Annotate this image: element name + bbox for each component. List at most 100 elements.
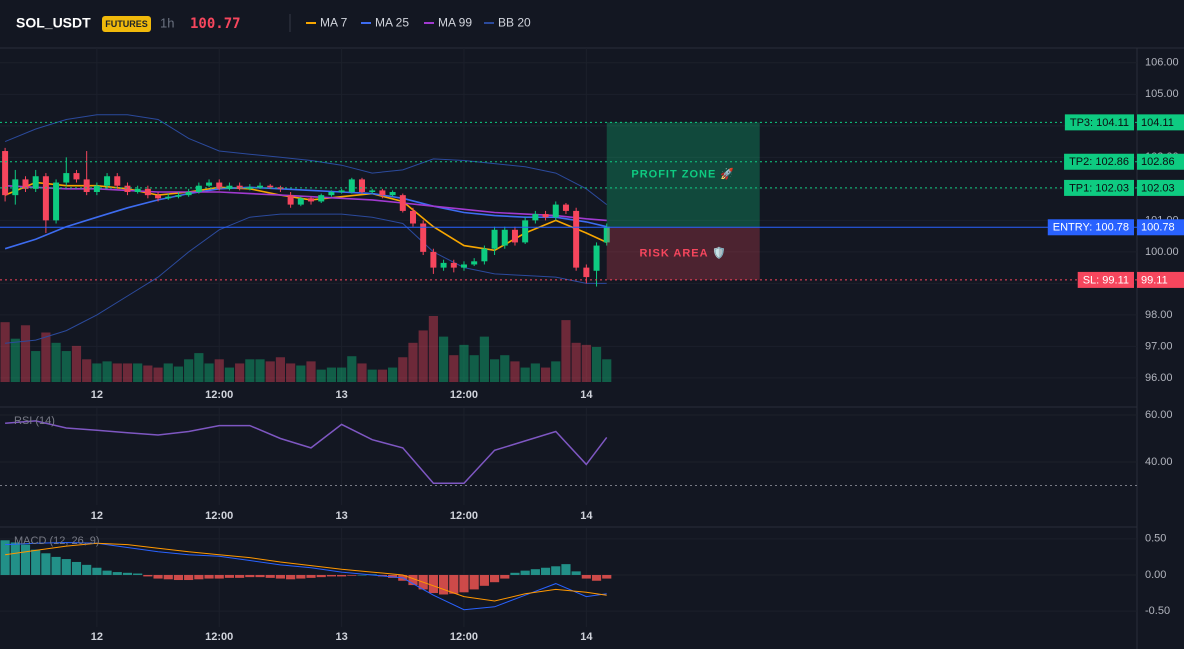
volume-bar [51,342,61,382]
volume-bar [245,359,255,382]
volume-bar [286,363,296,382]
candle-body [379,190,386,196]
x-tick-label: 12:00 [205,389,233,401]
candle-body [430,251,437,268]
volume-bar [20,325,31,382]
histogram-bar [428,574,438,594]
candle-body [420,223,427,252]
legend-label: MA 99 [438,16,472,30]
y-tick-label: 98.00 [1145,309,1173,321]
y-tick-label: 96.00 [1145,372,1173,384]
volume-bar [388,367,398,382]
histogram-bar [0,540,10,575]
bollinger-lower [5,213,607,344]
histogram-bar [133,573,143,575]
volume-bar [265,361,275,382]
candle-body [2,151,9,196]
volume-bar [347,356,357,382]
axis-tag: 99.11 [1141,274,1168,286]
candle-body [104,176,111,186]
volume-bar [275,357,286,382]
volume-bar [255,359,265,382]
candle-body [511,229,518,243]
candle-body [175,195,182,197]
candle-body [318,195,325,202]
y-tick-label: 0.50 [1145,533,1166,545]
volume-bar [71,345,82,382]
volume-bar [306,361,316,382]
candle-body [257,185,264,188]
volume-bar [153,367,163,382]
x-tick-label: 14 [580,631,593,643]
candle-body [287,195,294,205]
x-tick-label: 12 [91,631,103,643]
pane-label: RSI (14) [14,415,55,427]
histogram-bar [530,569,540,575]
badge: FUTURES [105,19,148,29]
histogram-bar [326,574,337,577]
volume-bar [581,344,591,382]
histogram-bar [224,574,235,578]
histogram-bar [520,570,530,575]
x-tick-label: 14 [580,510,593,522]
volume-bar [316,369,326,382]
zone [606,227,760,280]
last-price: 100.77 [190,16,241,32]
y-tick-label: 40.00 [1145,456,1173,468]
axis-tag-bg [1137,271,1184,288]
histogram-bar [571,571,581,575]
volume-bar [520,367,530,382]
histogram-bar [51,556,61,575]
candle-body [216,182,223,189]
candle-body [32,176,39,189]
histogram-bar [469,574,479,590]
legend-label: BB 20 [498,16,531,30]
candle-body [297,198,304,205]
volume-bar [92,363,102,382]
volume-bar [173,366,184,382]
axis-tag-bg [1137,114,1184,131]
axis-tag-bg [1137,219,1184,236]
symbol: SOL_USDT [16,15,91,31]
candle-body [603,226,610,243]
volume-bar [428,316,438,382]
volume-bar [133,363,143,382]
volume-bar [591,346,602,382]
signal-line [5,542,607,602]
histogram-bar [438,574,449,595]
volume-bar [41,332,51,382]
candle-body [63,173,70,183]
candle-body [359,179,366,192]
volume-bar [326,367,337,382]
axis-tag: 100.78 [1141,222,1175,234]
level-tag: TP1: 102.03 [1069,182,1129,194]
histogram-bar [602,574,612,579]
volume-bar [296,365,306,382]
volume-bar [398,357,408,382]
pane-label: MACD (12, 26, 9) [14,535,100,547]
volume-bar [438,336,449,382]
histogram-bar [479,574,489,586]
y-tick-label: 100.00 [1145,246,1179,258]
candle-body [583,267,590,278]
candle-body [501,229,508,246]
candle-body [532,214,539,221]
volume-bar [357,363,367,382]
candle-body [460,264,467,268]
x-tick-label: 12:00 [450,631,478,643]
histogram-bar [337,574,347,577]
histogram-bar [459,574,469,593]
interval: 1h [160,15,174,30]
candle-body [267,185,274,188]
x-tick-label: 14 [580,389,593,401]
volume-bar [194,353,204,382]
histogram-bar [581,574,591,579]
histogram-bar [388,574,398,578]
y-tick-label: 0.00 [1145,569,1166,581]
candle-body [328,191,335,196]
x-tick-label: 12:00 [205,631,233,643]
candle-body [53,182,60,221]
axis-tag: 102.03 [1141,182,1175,194]
volume-bar [602,359,612,382]
